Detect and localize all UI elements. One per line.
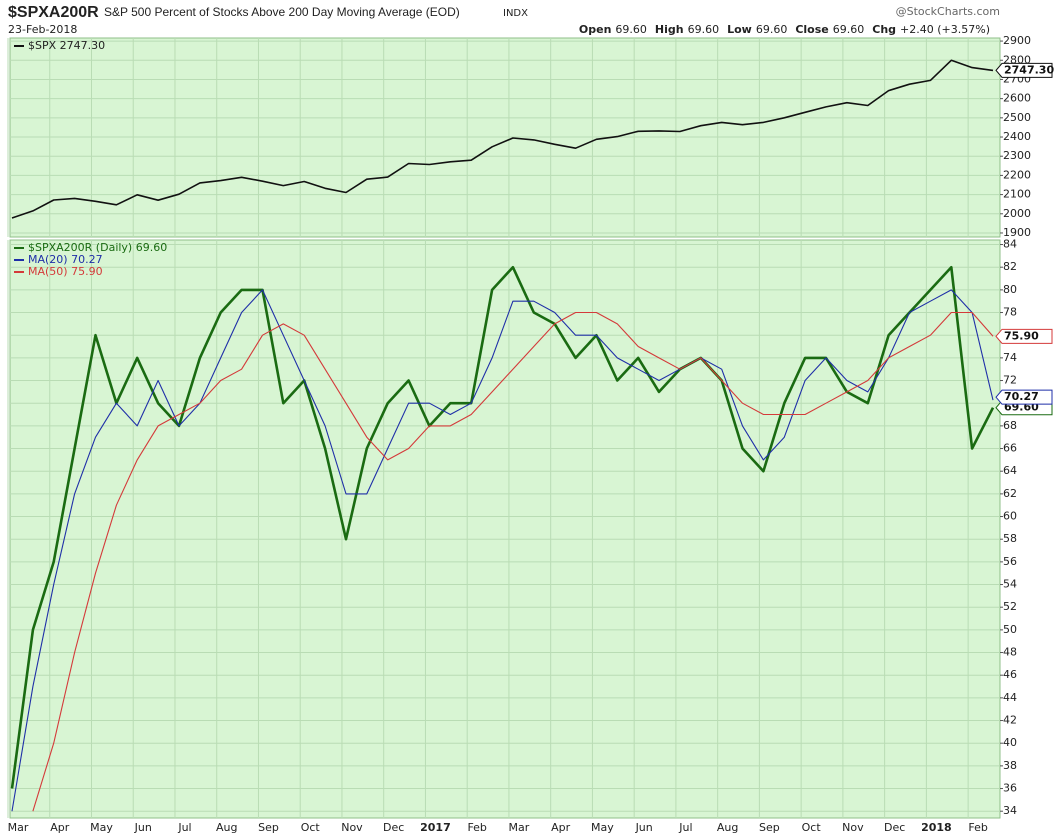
y-tick-label: 56 (1003, 555, 1017, 568)
description: S&P 500 Percent of Stocks Above 200 Day … (104, 5, 460, 19)
y-tick-label: 72 (1003, 374, 1017, 387)
y-tick-label: 40 (1003, 736, 1017, 749)
x-tick-label: Nov (842, 821, 864, 834)
x-tick-label: 2018 (921, 821, 952, 834)
x-tick-label: Dec (884, 821, 905, 834)
y-tick-label: 2200 (1003, 168, 1031, 181)
y-tick-label: 54 (1003, 578, 1017, 591)
source: @StockCharts.com (896, 5, 1000, 18)
x-tick-label: Apr (50, 821, 70, 834)
y-tick-label: 2300 (1003, 149, 1031, 162)
x-tick-label: Jul (177, 821, 191, 834)
y-tick-label: 2400 (1003, 130, 1031, 143)
quote-value: 69.60 (756, 23, 788, 36)
legend-label: $SPX 2747.30 (28, 39, 105, 52)
legend-label: MA(50) 75.90 (28, 265, 103, 278)
y-tick-label: 50 (1003, 623, 1017, 636)
legend-label: MA(20) 70.27 (28, 253, 103, 266)
x-tick-label: Oct (802, 821, 822, 834)
y-tick-label: 82 (1003, 260, 1017, 273)
y-tick-label: 38 (1003, 759, 1017, 772)
quote-value: 69.60 (615, 23, 647, 36)
quote-label: Open (579, 23, 612, 36)
plot-area (9, 239, 1001, 819)
series-line (10, 265, 995, 789)
x-tick-label: Apr (551, 821, 571, 834)
x-tick-label: Jun (134, 821, 152, 834)
x-tick-label: Dec (383, 821, 404, 834)
x-tick-label: Aug (216, 821, 237, 834)
x-tick-label: Oct (301, 821, 321, 834)
x-tick-label: Feb (968, 821, 987, 834)
y-tick-label: 48 (1003, 646, 1017, 659)
x-tick-label: Sep (258, 821, 279, 834)
y-tick-label: 46 (1003, 668, 1017, 681)
y-tick-label: 58 (1003, 532, 1017, 545)
y-tick-label: 52 (1003, 600, 1017, 613)
y-tick-label: 2000 (1003, 207, 1031, 220)
y-tick-label: 64 (1003, 464, 1017, 477)
x-tick-label: Jun (635, 821, 653, 834)
exchange: INDX (503, 8, 528, 19)
y-tick-label: 2500 (1003, 111, 1031, 124)
y-tick-label: 66 (1003, 442, 1017, 455)
quote-value: 69.60 (688, 23, 720, 36)
y-tick-label: 36 (1003, 782, 1017, 795)
x-tick-label: May (90, 821, 113, 834)
y-tick-label: 60 (1003, 510, 1017, 523)
last-value-box (995, 328, 1053, 344)
legend-label: $SPXA200R (Daily) 69.60 (28, 241, 167, 254)
y-tick-label: 74 (1003, 351, 1017, 364)
quote-label: Low (727, 23, 752, 36)
last-value-label: 70.27 (1004, 390, 1039, 403)
quote-label: Close (795, 23, 828, 36)
y-tick-label: 1900 (1003, 226, 1031, 239)
x-tick-label: May (591, 821, 614, 834)
last-value-box (995, 389, 1053, 405)
x-tick-label: Jul (678, 821, 692, 834)
x-tick-label: 2017 (420, 821, 451, 834)
last-value-box (995, 62, 1053, 78)
x-tick-label: Sep (759, 821, 780, 834)
series-line (32, 311, 994, 812)
y-tick-label: 68 (1003, 419, 1017, 432)
y-tick-label: 34 (1003, 804, 1017, 817)
quote-value: +2.40 (+3.57%) (900, 23, 990, 36)
y-tick-label: 2100 (1003, 188, 1031, 201)
y-tick-label: 78 (1003, 306, 1017, 319)
x-tick-label: Mar (8, 821, 29, 834)
y-tick-label: 42 (1003, 714, 1017, 727)
x-tick-label: Aug (717, 821, 738, 834)
y-tick-label: 2600 (1003, 92, 1031, 105)
series-line (11, 59, 994, 219)
last-value-label: 75.90 (1004, 329, 1039, 342)
quote-value: 69.60 (833, 23, 865, 36)
date: 23-Feb-2018 (8, 23, 77, 36)
y-tick-label: 80 (1003, 283, 1017, 296)
last-value-label: 2747.30 (1004, 63, 1054, 76)
quote: Open 69.60 High 69.60 Low 69.60 Close 69.60 Chg +… (579, 23, 990, 36)
y-tick-label: 2900 (1003, 34, 1031, 47)
y-tick-label: 62 (1003, 487, 1017, 500)
quote-label: Chg (872, 23, 896, 36)
symbol: $SPXA200R (8, 4, 99, 21)
x-tick-label: Nov (341, 821, 363, 834)
series-line (11, 289, 994, 812)
y-tick-label: 84 (1003, 238, 1017, 251)
y-tick-label: 44 (1003, 691, 1017, 704)
x-tick-label: Feb (467, 821, 486, 834)
quote-label: High (655, 23, 684, 36)
x-tick-label: Mar (509, 821, 530, 834)
